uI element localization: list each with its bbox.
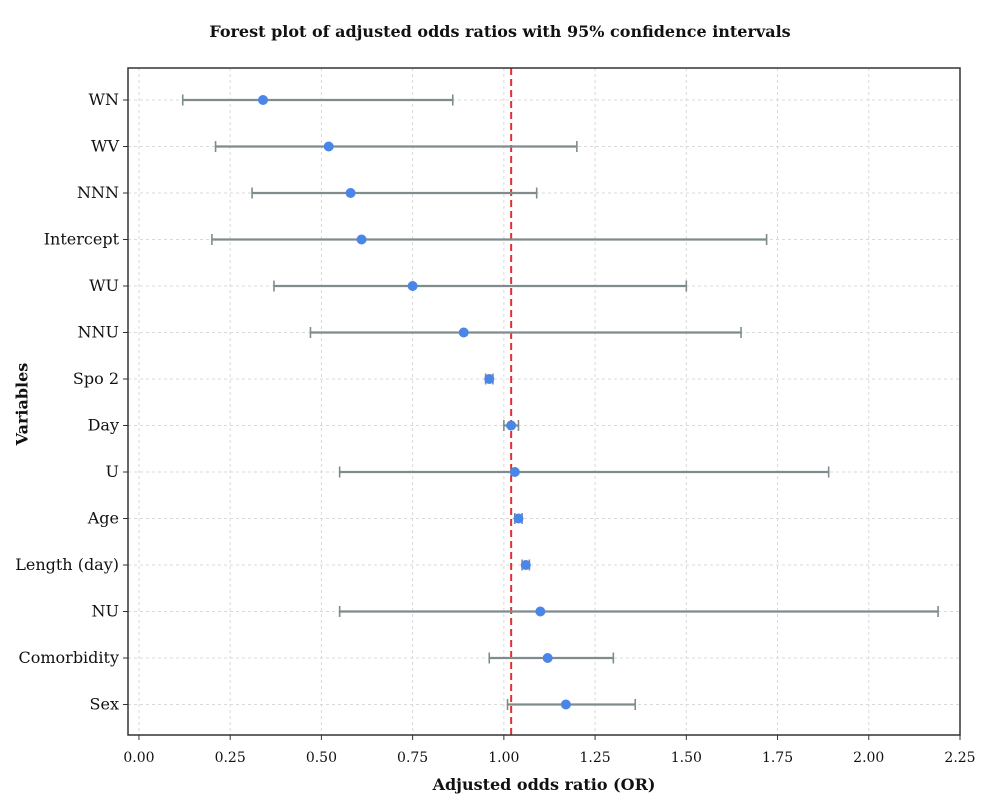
or-point	[345, 188, 356, 198]
y-tick-label: Comorbidity	[18, 648, 119, 667]
y-tick-label: Spo 2	[73, 369, 119, 388]
y-tick-label: WV	[91, 137, 119, 156]
or-point	[356, 234, 367, 245]
plot-frame	[127, 67, 961, 736]
x-tick-label: 2.25	[944, 750, 975, 766]
x-tick-label: 2.00	[853, 750, 884, 766]
y-tick-label: WN	[89, 90, 119, 109]
or-point	[258, 95, 269, 105]
or-point	[458, 327, 469, 338]
x-tick-label: 0.50	[306, 750, 337, 766]
or-point	[506, 420, 517, 431]
x-tick-label: 1.50	[671, 750, 702, 766]
or-point	[323, 141, 334, 152]
y-tick-label: NNU	[78, 323, 119, 342]
y-tick-label: Sex	[90, 695, 119, 714]
or-point	[484, 374, 495, 384]
x-tick-label: 0.25	[215, 750, 246, 766]
x-tick-label: 0.75	[397, 750, 428, 766]
x-tick-label: 1.00	[488, 750, 519, 766]
x-tick-label: 1.75	[762, 750, 793, 766]
x-axis-label: Adjusted odds ratio (OR)	[432, 775, 656, 794]
y-tick-label: Day	[88, 416, 119, 435]
y-tick-label: Intercept	[44, 230, 120, 249]
y-tick-label: U	[106, 462, 119, 481]
or-point	[513, 513, 524, 524]
chart-title: Forest plot of adjusted odds ratios with…	[209, 22, 791, 41]
y-tick-label: Age	[87, 509, 119, 528]
or-point	[542, 653, 553, 663]
x-tick-label: 1.25	[580, 750, 611, 766]
y-tick-label: NU	[92, 602, 119, 621]
or-point	[407, 281, 418, 291]
or-point	[509, 467, 520, 477]
or-point	[535, 606, 546, 617]
y-tick-label: NNN	[77, 183, 119, 202]
or-point	[520, 560, 531, 570]
x-tick-label: 0.00	[123, 750, 154, 766]
y-tick-label: Length (day)	[15, 555, 119, 574]
or-point	[560, 699, 571, 710]
y-tick-label: WU	[89, 276, 119, 295]
